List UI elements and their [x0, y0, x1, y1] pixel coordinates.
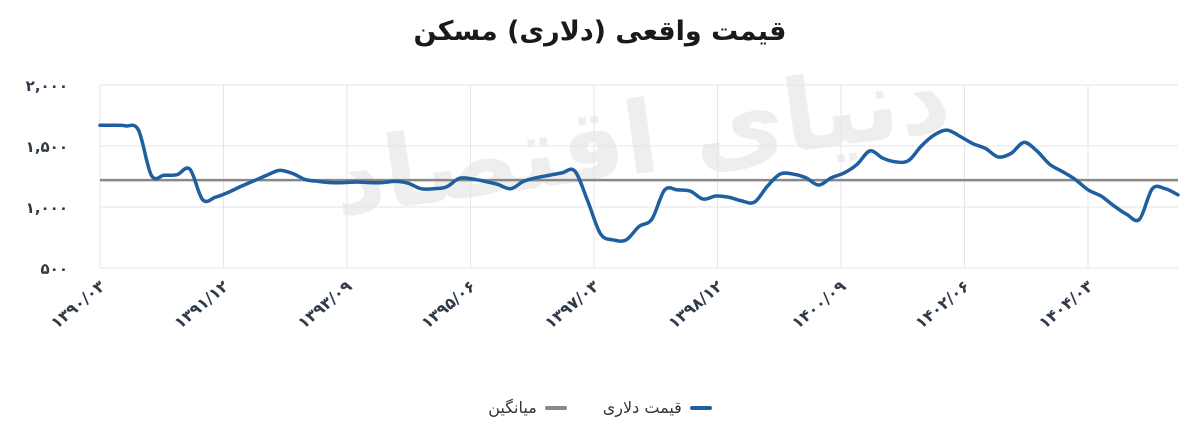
x-tick-label: ۱۳۹۱/۱۲	[170, 276, 232, 332]
x-tick-label: ۱۳۹۷/۰۳	[541, 276, 603, 332]
legend-label-price: قیمت دلاری	[602, 398, 682, 417]
legend-item-mean[interactable]: میانگین	[488, 398, 567, 417]
x-tick-label: ۱۳۹۵/۰۶	[417, 277, 479, 333]
x-tick-label: ۱۴۰۲/۰۶	[911, 277, 973, 333]
x-tick-label: ۱۳۹۸/۱۲	[664, 276, 726, 332]
x-tick-label: ۱۳۹۰/۰۳	[47, 276, 109, 332]
y-tick-label: ۲,۰۰۰	[26, 77, 68, 95]
legend-swatch-mean	[544, 405, 567, 410]
legend: قیمت دلاری میانگین	[0, 398, 1200, 417]
chart-title: قیمت واقعی (دلاری) مسکن	[413, 16, 787, 47]
y-tick-label: ۱,۰۰۰	[26, 199, 68, 217]
legend-label-mean: میانگین	[488, 398, 537, 417]
x-tick-label: ۱۴۰۴/۰۳	[1035, 276, 1097, 332]
legend-swatch-price	[689, 405, 712, 410]
x-tick-label: ۱۴۰۰/۰۹	[788, 276, 850, 332]
series-line-price	[98, 123, 1180, 243]
x-tick-label: ۱۳۹۳/۰۹	[294, 276, 356, 332]
y-tick-label: ۵۰۰	[41, 260, 68, 278]
legend-item-price[interactable]: قیمت دلاری	[603, 398, 712, 417]
y-tick-label: ۱,۵۰۰	[26, 138, 68, 156]
